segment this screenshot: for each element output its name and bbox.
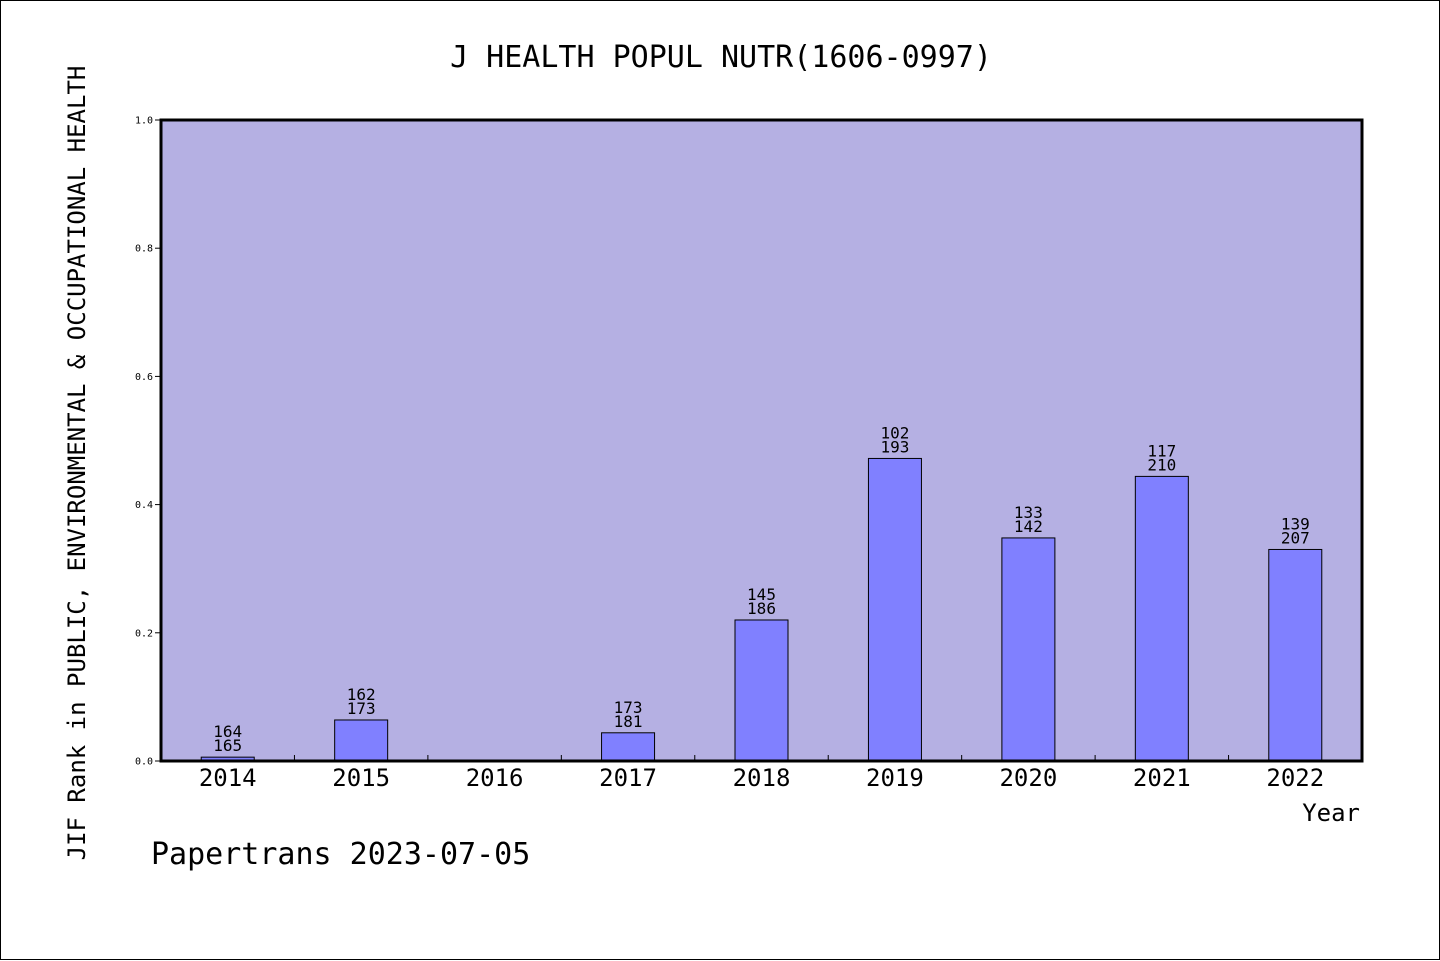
bar-total-label: 173 (347, 699, 376, 718)
x-tick-label: 2017 (599, 764, 657, 792)
bar-2018 (734, 619, 789, 762)
x-tick-label: 2019 (866, 764, 924, 792)
y-tick-label: 0.4 (135, 500, 153, 511)
x-axis: 2014 2015 2016 2017 2018 2019 2020 2021 2022 (199, 755, 1324, 792)
bar-2022 (1268, 548, 1323, 762)
x-tick-label: 2022 (1266, 764, 1324, 792)
x-tick-label: 2021 (1133, 764, 1191, 792)
bar-rank-label: 139 (1281, 514, 1310, 533)
bar-2015 (334, 719, 389, 762)
bar-rank-label: 133 (1014, 503, 1043, 522)
footer-date: Papertrans 2023-07-05 (151, 837, 530, 872)
bar-total-label: 186 (747, 599, 776, 618)
chart-title: J HEALTH POPUL NUTR(1606-0997) (450, 40, 992, 75)
y-tick-label: 0.2 (135, 628, 153, 639)
bar-rank-label: 145 (747, 585, 776, 604)
x-tick-label: 2020 (999, 764, 1057, 792)
x-tick-label: 2018 (733, 764, 791, 792)
bar-rank-label: 162 (347, 685, 376, 704)
y-tick-label: 0.6 (135, 372, 153, 383)
bar-total-label: 181 (614, 712, 643, 731)
bar-total-label: 210 (1147, 455, 1176, 474)
plot-border (159, 118, 1364, 763)
bar-total-label: 193 (880, 437, 909, 456)
bar-total-label: 165 (213, 736, 242, 755)
y-tick-label: 0.8 (135, 244, 153, 255)
bar-2021 (1134, 475, 1189, 762)
x-axis-label: Year (1302, 799, 1360, 827)
bar-total-label: 142 (1014, 517, 1043, 536)
bar-2017 (601, 732, 656, 762)
y-tick-label: 0.0 (135, 757, 153, 768)
bar-rank-label: 164 (213, 722, 242, 741)
y-tick-label: 1.0 (135, 116, 153, 127)
bar-rank-label: 102 (880, 423, 909, 442)
bars (200, 457, 1323, 762)
bar-rank-label: 117 (1147, 441, 1176, 460)
y-axis: 0.0 0.2 0.4 0.6 0.8 1.0 (135, 116, 161, 768)
x-tick-label: 2015 (332, 764, 390, 792)
y-axis-label: JIF Rank in PUBLIC, ENVIRONMENTAL & OCCU… (63, 66, 91, 861)
bar-rank-label: 173 (614, 698, 643, 717)
x-tick-label: 2016 (466, 764, 524, 792)
x-tick-label: 2014 (199, 764, 257, 792)
bar-2019 (867, 457, 922, 762)
bar-total-label: 207 (1281, 528, 1310, 547)
bar-2020 (1001, 537, 1056, 762)
